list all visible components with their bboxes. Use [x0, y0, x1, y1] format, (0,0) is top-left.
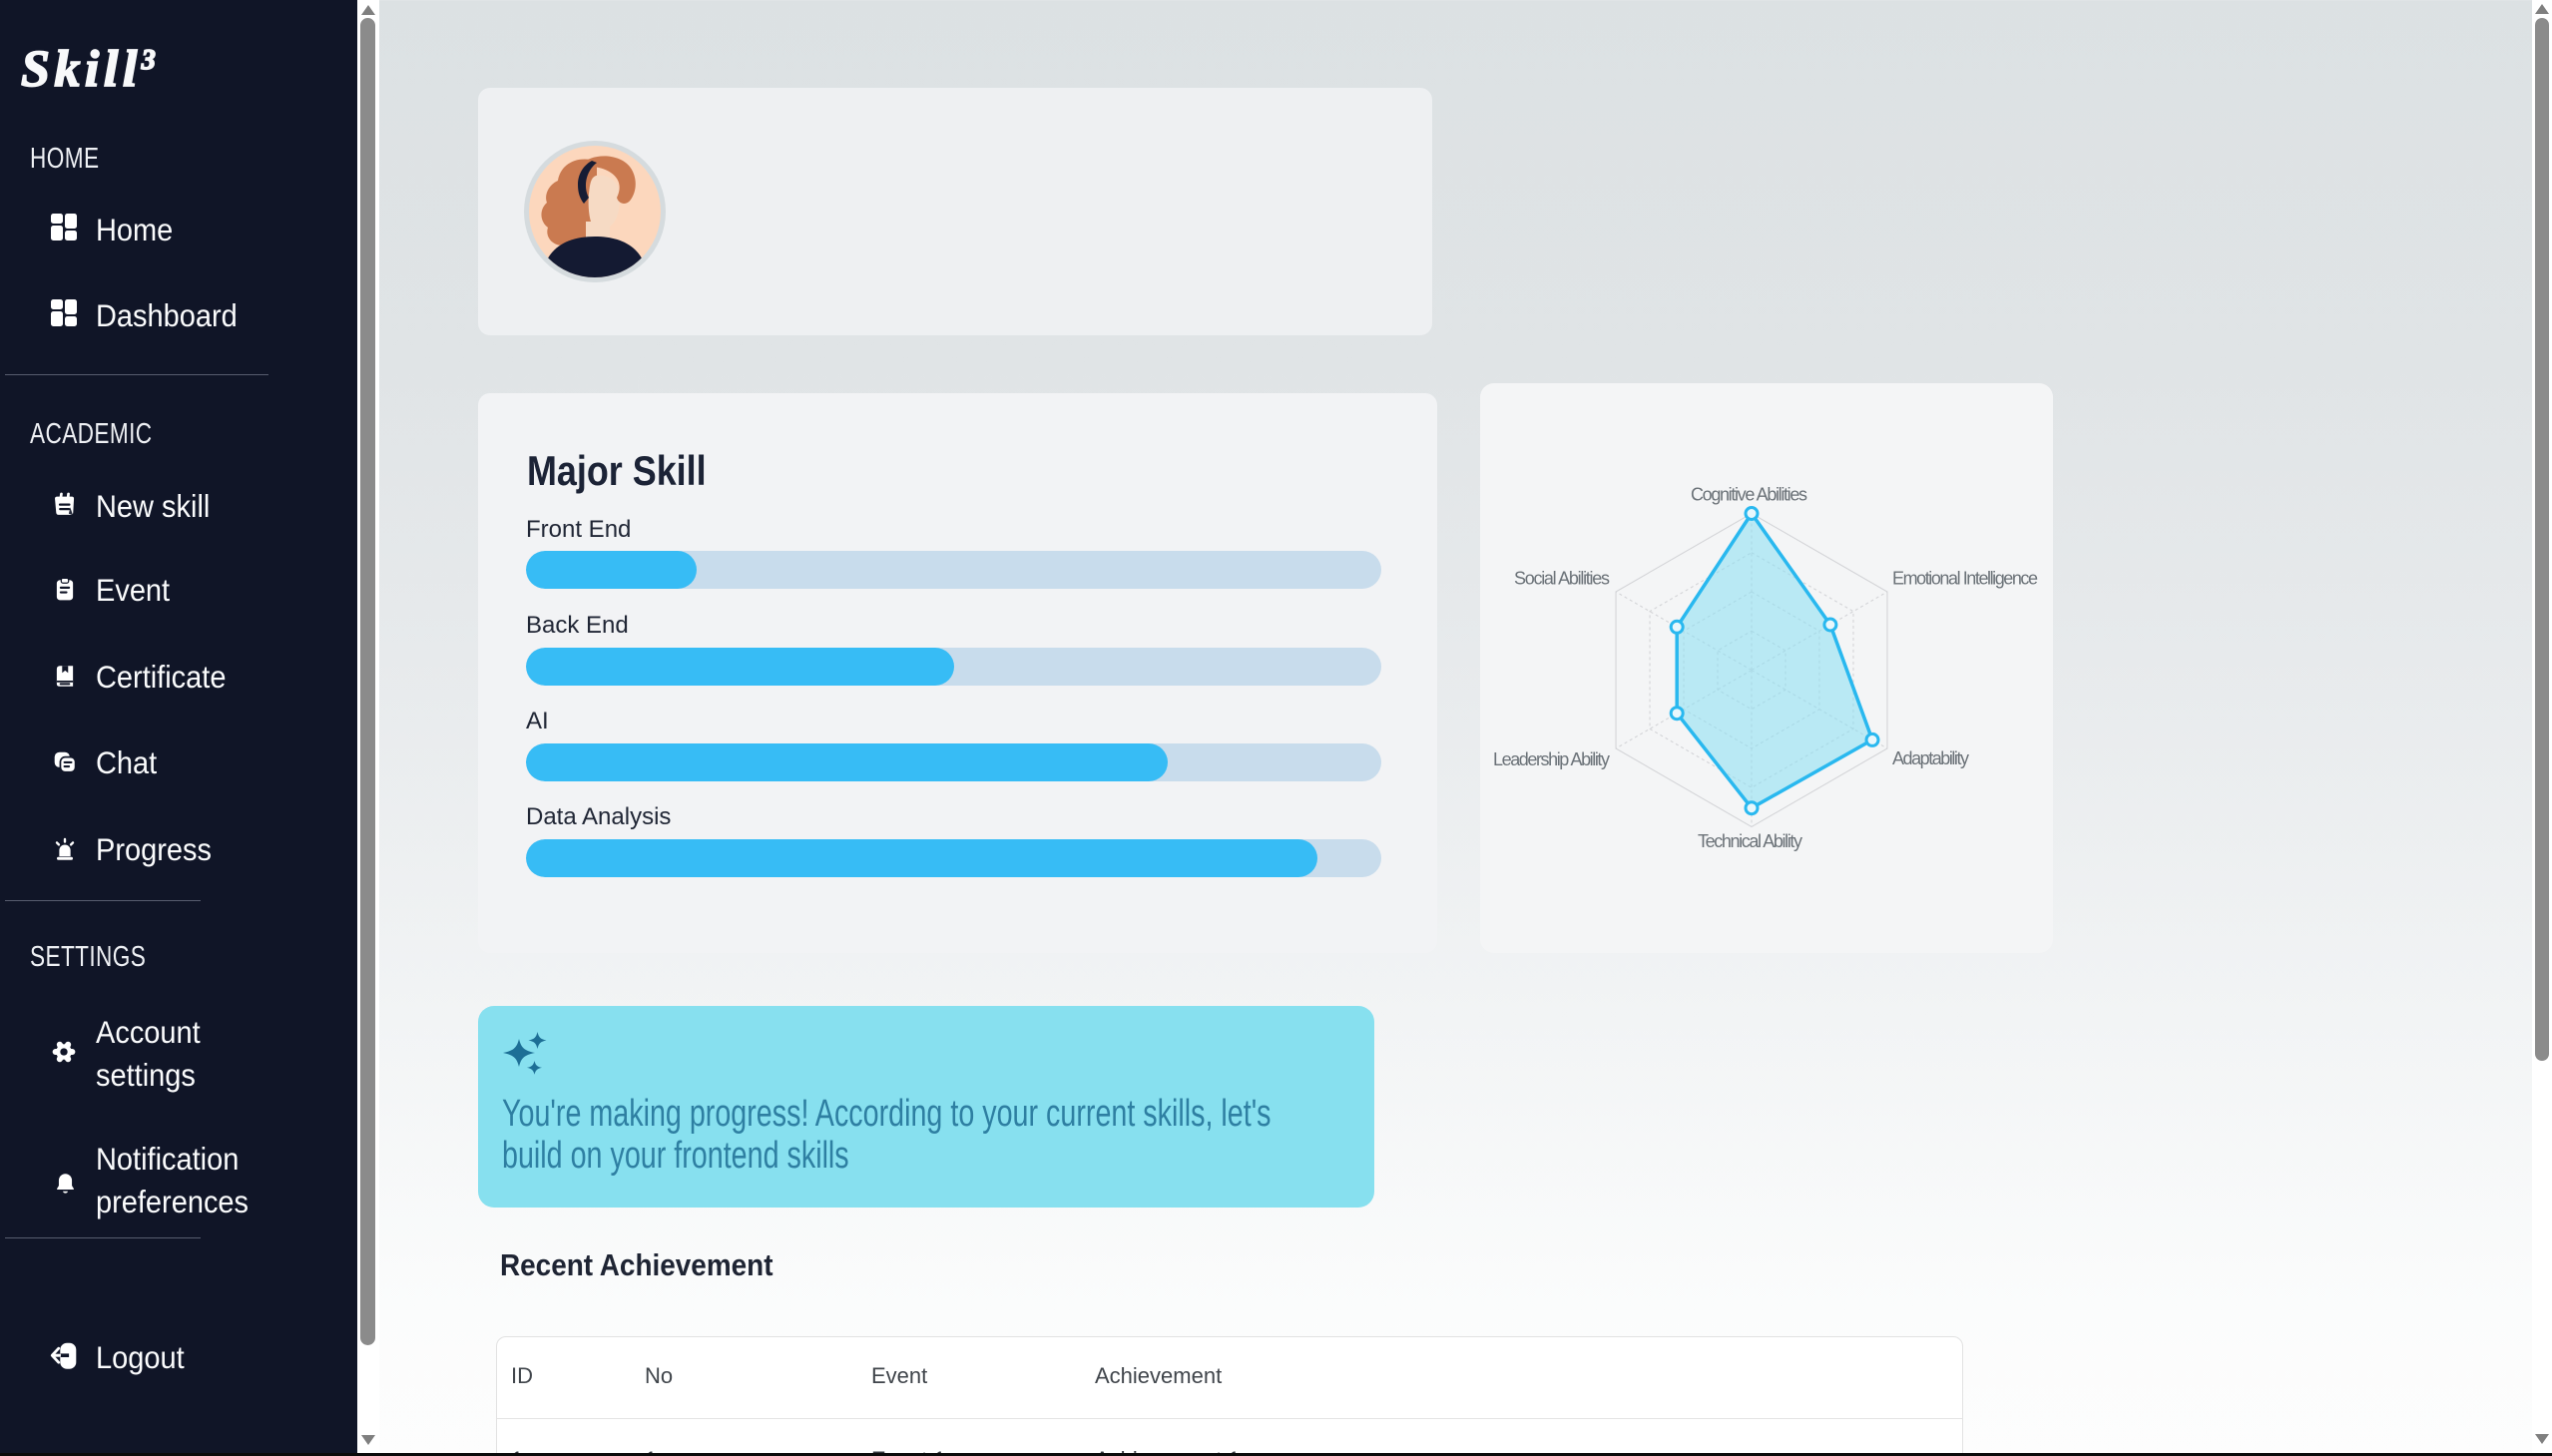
svg-text:Adaptability: Adaptability: [1892, 748, 1969, 768]
svg-text:Social Abilities: Social Abilities: [1514, 569, 1610, 589]
svg-text:Technical Ability: Technical Ability: [1698, 831, 1802, 851]
svg-text:Cognitive Abilities: Cognitive Abilities: [1691, 485, 1807, 505]
svg-text:Emotional Intelligence: Emotional Intelligence: [1892, 569, 2038, 589]
svg-text:Leadership Ability: Leadership Ability: [1493, 749, 1610, 769]
